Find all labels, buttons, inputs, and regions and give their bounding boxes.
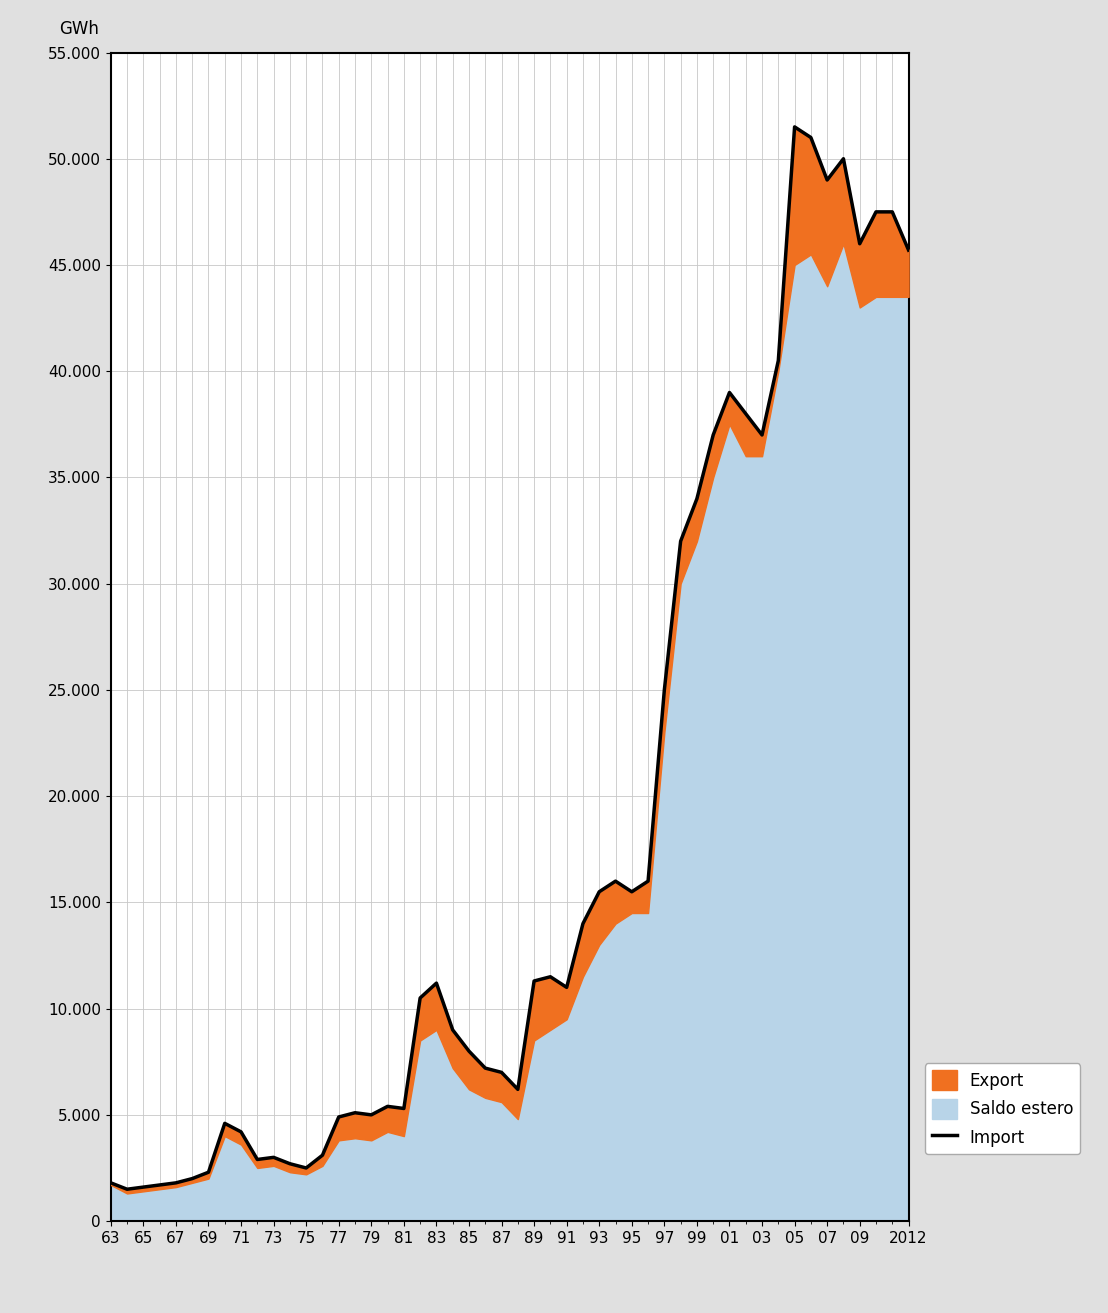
Legend: Export, Saldo estero, Import: Export, Saldo estero, Import <box>925 1064 1080 1154</box>
Text: GWh: GWh <box>59 21 99 38</box>
